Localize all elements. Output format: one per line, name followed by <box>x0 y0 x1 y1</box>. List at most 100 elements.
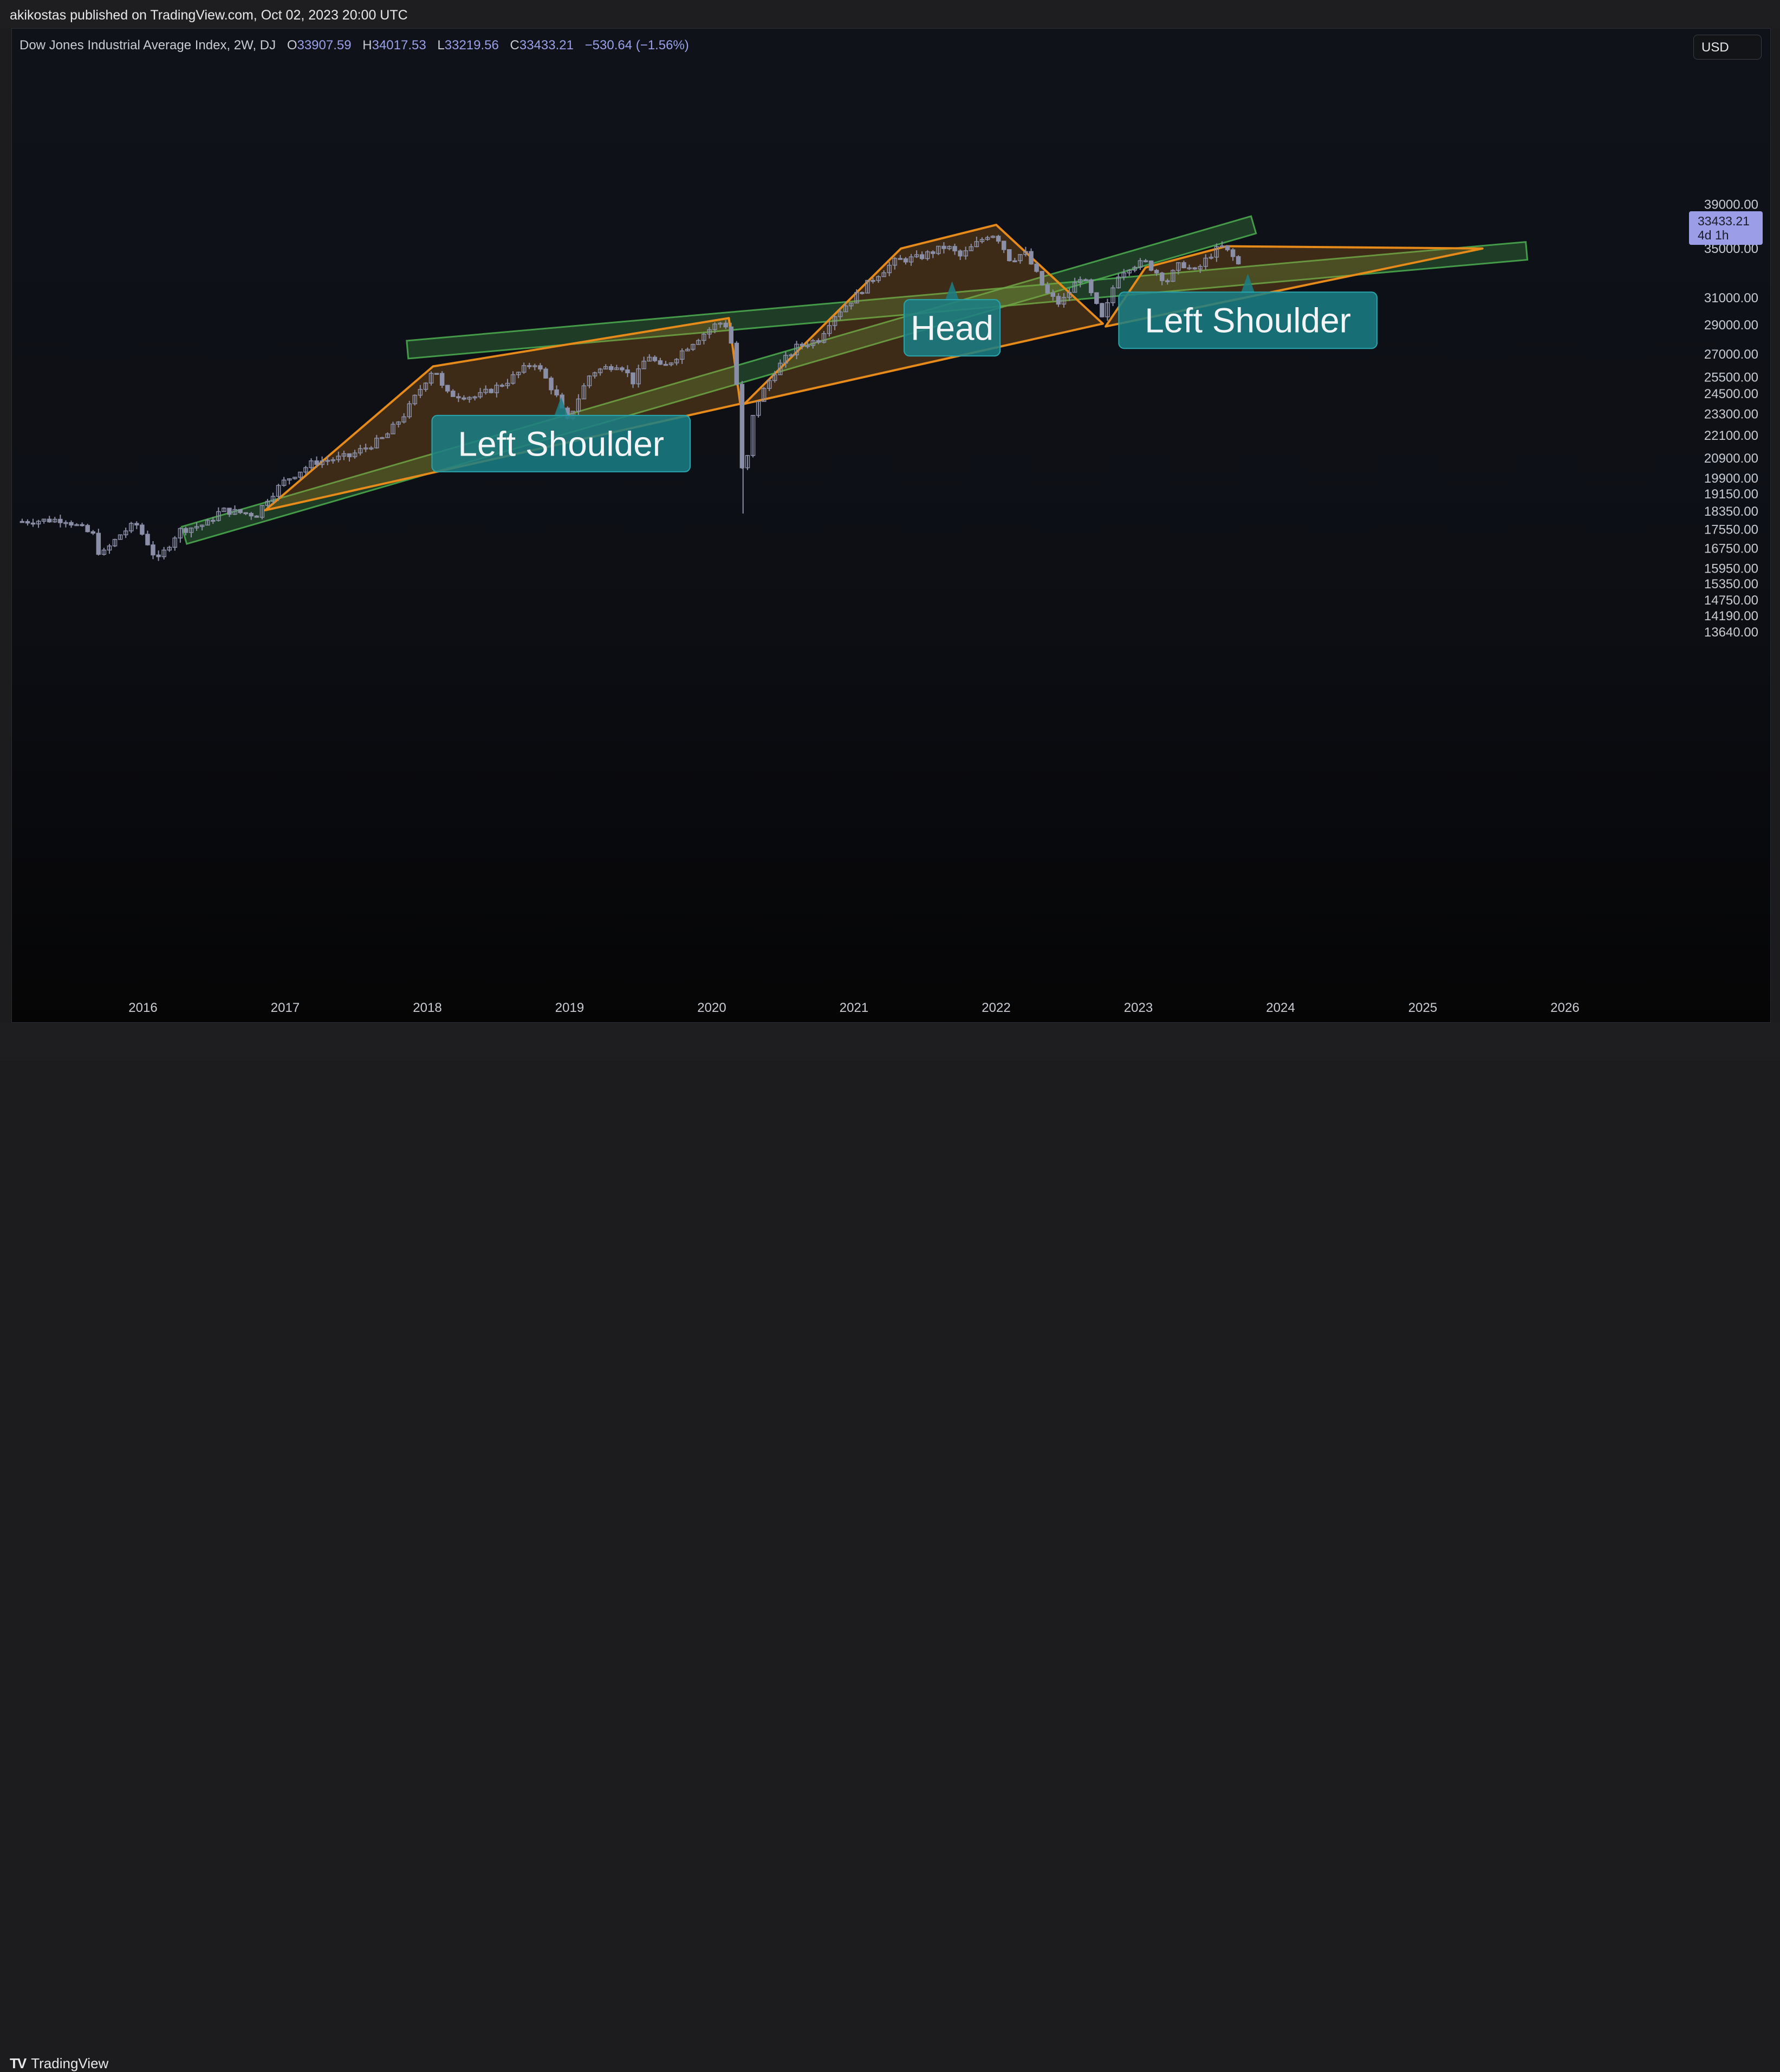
callout-pointer-2 <box>945 281 959 301</box>
candle-body <box>631 372 635 385</box>
candle-body <box>1219 245 1225 248</box>
candle-body <box>36 521 41 524</box>
candle-body <box>1214 246 1219 258</box>
candlestick-series <box>20 235 1241 561</box>
candle-body <box>538 365 543 370</box>
y-tick-label: 20900.00 <box>1704 451 1758 466</box>
candle-body <box>996 236 1001 242</box>
time-axis[interactable]: 2016 2017 2018 2019 2020 2021 2022 2023 2024 2025… <box>128 1001 1579 1015</box>
candle-body <box>352 452 358 457</box>
candle-body <box>53 518 57 523</box>
price-axis[interactable]: 39000.0037000.0035000.0031000.0029000.00… <box>1704 197 1758 639</box>
candle-body <box>20 521 25 523</box>
candle-body <box>1225 245 1230 250</box>
candle-body <box>259 505 265 518</box>
candle-body <box>434 373 439 375</box>
last-price-value: 33433.21 <box>1698 214 1750 228</box>
candle-body <box>969 246 974 251</box>
candle-body <box>41 518 47 522</box>
candle-body <box>597 368 603 373</box>
callout-annotations[interactable]: Left Shoulder Head Left Shoulder <box>431 274 1378 472</box>
candle-body <box>1110 287 1115 303</box>
candle-body <box>112 538 118 547</box>
y-tick-label: 31000.00 <box>1704 291 1758 306</box>
candle-body <box>472 396 477 399</box>
candle-body <box>516 372 521 375</box>
candle-body <box>445 385 450 392</box>
candle-body <box>931 251 936 254</box>
candle-body <box>1056 296 1061 305</box>
candle-body <box>478 392 483 398</box>
open-value: 33907.59 <box>297 38 352 53</box>
candle-body <box>293 477 297 479</box>
candle-body <box>892 258 898 266</box>
candle-body <box>336 456 341 460</box>
candle-body <box>1034 263 1039 272</box>
x-tick-label: 2016 <box>128 1001 157 1015</box>
candle-body <box>767 380 772 389</box>
candle-body <box>958 250 963 257</box>
candle-body <box>303 467 308 473</box>
callout-pointer-1 <box>554 397 568 417</box>
x-tick-label: 2018 <box>413 1001 441 1015</box>
candle-body <box>729 326 734 344</box>
candle-body <box>805 345 810 347</box>
candle-body <box>183 528 189 533</box>
candle-body <box>718 322 723 325</box>
candle-body <box>827 325 832 334</box>
symbol-legend[interactable]: Dow Jones Industrial Average Index, 2W, … <box>20 38 689 53</box>
x-tick-label: 2025 <box>1408 1001 1437 1015</box>
candle-body <box>837 311 843 317</box>
candle-body <box>1198 266 1203 270</box>
candle-body <box>914 254 919 257</box>
candle-body <box>908 256 914 263</box>
high-value: 34017.53 <box>372 38 426 53</box>
candle-body <box>810 340 816 346</box>
candle-body <box>592 372 597 376</box>
candle-body <box>1001 241 1006 250</box>
candle-body <box>380 437 385 439</box>
candle-body <box>254 515 259 518</box>
candle-body <box>990 236 996 238</box>
y-tick-label: 22100.00 <box>1704 428 1758 443</box>
candle-body <box>134 523 139 525</box>
candle-body <box>101 549 107 555</box>
candle-body <box>396 421 401 425</box>
callout-box-1 <box>431 414 691 472</box>
y-tick-label: 15950.00 <box>1704 561 1758 576</box>
currency-button[interactable]: USD <box>1693 35 1762 60</box>
candle-body <box>1067 291 1072 298</box>
candle-body <box>881 272 886 277</box>
candle-body <box>358 448 363 453</box>
candle-body <box>232 509 237 515</box>
y-tick-label: 16750.00 <box>1704 541 1758 556</box>
candle-body <box>876 276 881 281</box>
x-tick-label: 2023 <box>1124 1001 1153 1015</box>
candle-body <box>707 329 712 335</box>
y-tick-label: 29000.00 <box>1704 318 1758 333</box>
candle-body <box>1083 279 1088 281</box>
candle-body <box>636 368 641 385</box>
y-tick-label: 17550.00 <box>1704 522 1758 537</box>
candle-body <box>281 479 287 486</box>
candle-body <box>521 365 527 373</box>
y-tick-label: 39000.00 <box>1704 197 1758 212</box>
chart-pane[interactable]: Left Shoulder Head Left Shoulder 2016 2017 2… <box>11 28 1771 1023</box>
candle-body <box>467 397 472 400</box>
x-tick-label: 2019 <box>555 1001 584 1015</box>
close-value: 33433.21 <box>519 38 574 53</box>
candle-body <box>543 368 548 379</box>
candle-body <box>1105 302 1110 317</box>
tradingview-logo[interactable]: TV TradingView <box>10 2055 108 2072</box>
candle-body <box>118 534 123 540</box>
candle-body <box>1012 260 1017 263</box>
candle-body <box>172 537 178 548</box>
y-tick-label: 13640.00 <box>1704 625 1758 640</box>
candle-body <box>821 333 827 343</box>
candle-body <box>510 374 516 384</box>
candle-body <box>128 523 134 531</box>
candle-body <box>554 389 559 395</box>
bar-countdown: 4d 1h <box>1698 228 1729 242</box>
candle-body <box>532 365 537 367</box>
